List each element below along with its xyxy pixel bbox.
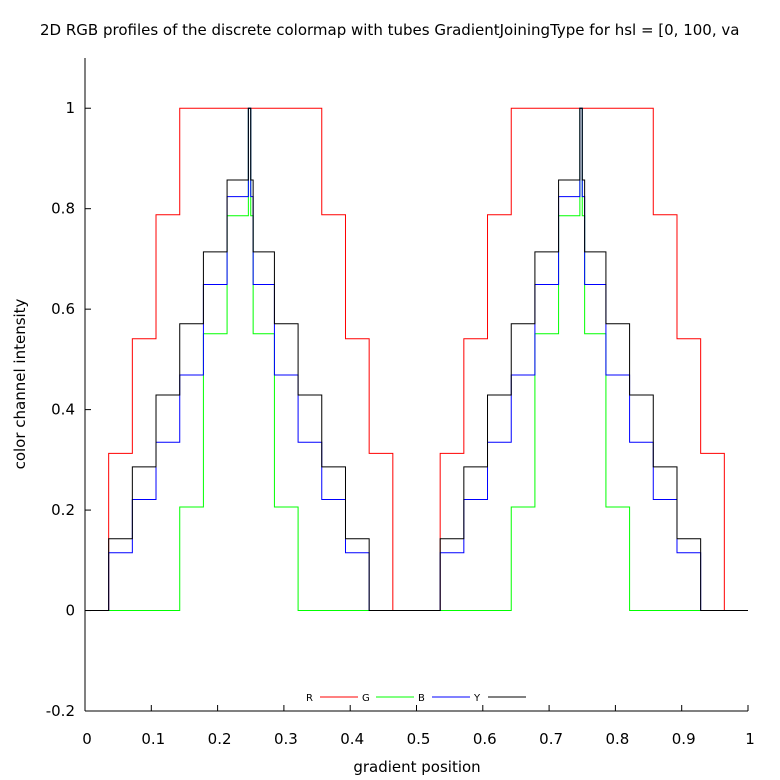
axes: 0 0.1 0.2 0.3 0.4 0.5 0.6 0.7 0.8 0.9 1 -0.2 0 0.2 0.4… [46,58,755,748]
y-tick-label: 0 [65,602,75,620]
legend-label-B: B [418,693,425,704]
x-axis-label: gradient position [353,758,480,776]
series-line-R [85,107,748,612]
y-tick-label: 1 [65,99,75,117]
y-tick-label: 0.4 [51,401,75,419]
legend-label-Y: Y [473,693,481,704]
series-layer [85,107,748,612]
x-tick-label: 0.7 [539,730,563,748]
x-tick-label: 0.3 [274,730,298,748]
x-tick-label: 0.4 [340,730,364,748]
legend-label-R: R [306,693,313,704]
x-tick-label: 0.2 [208,730,232,748]
x-tick-label: 0.5 [407,730,431,748]
y-axis-label: color channel intensity [11,298,29,469]
x-tick-label: 0.8 [605,730,629,748]
y-tick-label: 0.8 [51,200,75,218]
x-tick-label: 0 [82,730,92,748]
series-line-B [85,107,748,612]
chart-title: 2D RGB profiles of the discrete colormap… [40,21,739,39]
y-tick-label: 0.2 [51,501,75,519]
y-tick-label: 0.6 [51,300,75,318]
legend-label-G: G [362,693,370,704]
x-tick-label: 1 [745,730,755,748]
x-tick-label: 0.1 [141,730,165,748]
series-line-Y [85,107,748,612]
y-tick-label: -0.2 [46,702,75,720]
x-tick-label: 0.6 [473,730,497,748]
series-line-G [85,107,748,612]
x-tick-label: 0.9 [672,730,696,748]
